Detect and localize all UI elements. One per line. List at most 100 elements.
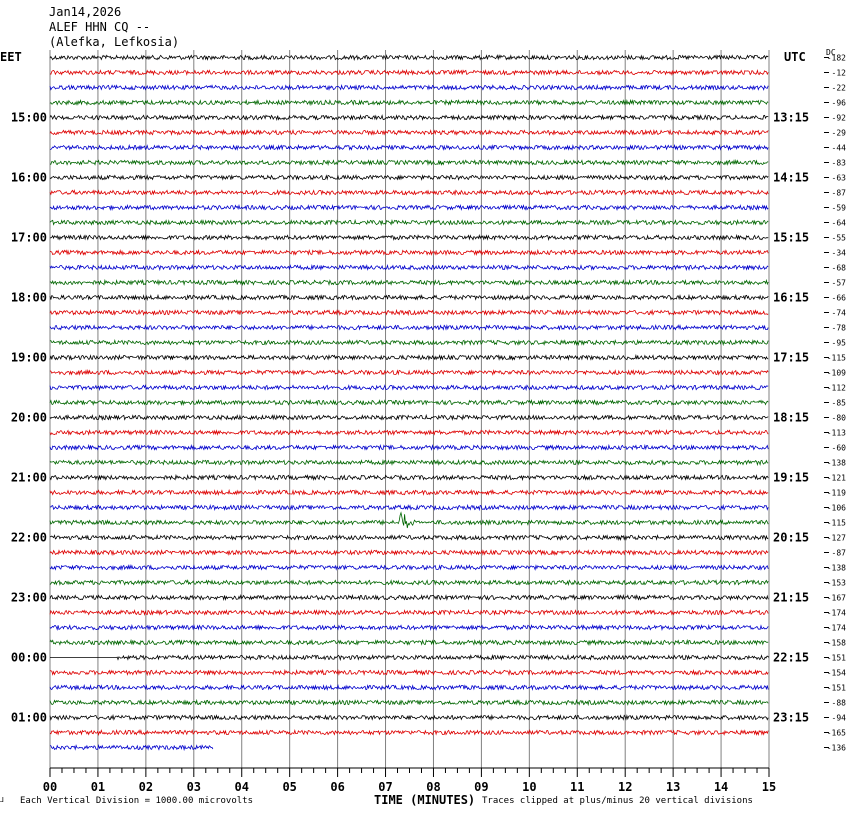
dc-offset-label: -115	[827, 354, 846, 363]
right-hour-label: 23:15	[773, 711, 809, 725]
dc-offset-label: -63	[832, 174, 847, 183]
trace-line	[49, 744, 214, 752]
dc-offset-label: -174	[827, 624, 846, 633]
dc-offset-label: -121	[827, 474, 846, 483]
dc-offset-label: -151	[827, 684, 846, 693]
left-hour-label: 20:00	[11, 411, 47, 425]
right-hour-label: 22:15	[773, 651, 809, 665]
dc-offset-label: -119	[827, 489, 846, 498]
station-label: ALEF HHN CQ --	[49, 20, 151, 34]
trace-line	[49, 128, 769, 136]
logo-mark: ⅃	[0, 796, 4, 804]
trace-line	[49, 68, 769, 77]
trace-line	[49, 263, 769, 272]
trace-line	[49, 203, 769, 212]
trace-line	[49, 248, 769, 257]
x-tick-label: 05	[282, 780, 296, 794]
dc-offset-label: -153	[827, 579, 846, 588]
dc-offset-label: -167	[827, 594, 846, 603]
right-hour-label: 19:15	[773, 471, 809, 485]
dc-offset-label: -34	[832, 249, 847, 258]
right-hour-label: 18:15	[773, 411, 809, 425]
trace-line	[49, 728, 769, 737]
trace-line	[49, 218, 769, 226]
trace-line	[49, 608, 769, 616]
left-hour-label: 22:00	[11, 531, 47, 545]
right-hour-label: 20:15	[773, 531, 809, 545]
trace-line	[49, 458, 769, 467]
dc-offset-label: -44	[832, 144, 847, 153]
right-timezone-label: UTC	[784, 50, 806, 64]
x-tick-label: 07	[378, 780, 392, 794]
left-hour-label: 21:00	[11, 471, 47, 485]
trace-line	[49, 398, 769, 407]
dc-offset-label: -136	[827, 744, 846, 753]
dc-offset-label: -59	[832, 204, 847, 213]
dc-header: DC	[826, 48, 836, 57]
left-hour-label: 01:00	[11, 711, 47, 725]
trace-line	[49, 278, 769, 287]
right-hour-label: 15:15	[773, 231, 809, 245]
right-hour-label: 14:15	[773, 171, 809, 185]
x-axis-title: TIME (MINUTES)	[374, 793, 476, 807]
dc-offset-label: -182	[827, 54, 846, 63]
trace-line	[49, 308, 769, 317]
dc-offset-label: -60	[832, 444, 847, 453]
trace-line	[49, 683, 769, 692]
dc-offset-label: -154	[827, 669, 846, 678]
left-hour-label: 16:00	[11, 171, 47, 185]
x-tick-label: 02	[139, 780, 153, 794]
clip-note: Traces clipped at plus/minus 20 vertical…	[482, 796, 753, 806]
left-hour-label: 18:00	[11, 291, 47, 305]
trace-line	[49, 339, 769, 347]
trace-line	[49, 113, 769, 122]
trace-line	[49, 293, 769, 302]
trace-line	[49, 548, 769, 557]
trace-line	[49, 593, 769, 602]
trace-line	[49, 413, 769, 421]
trace-line	[49, 174, 769, 182]
left-hour-label: 23:00	[11, 591, 47, 605]
x-tick-label: 15	[762, 780, 776, 794]
trace-line	[49, 353, 769, 362]
x-tick-label: 04	[235, 780, 249, 794]
trace-line	[50, 158, 769, 167]
left-timezone-label: EET	[0, 50, 22, 64]
date-label: Jan14,2026	[49, 5, 122, 19]
x-tick-label: 00	[43, 780, 57, 794]
right-hour-label: 16:15	[773, 291, 809, 305]
x-tick-label: 08	[426, 780, 440, 794]
x-tick-label: 03	[187, 780, 201, 794]
left-hour-label: 17:00	[11, 231, 47, 245]
dc-offset-label: -113	[827, 429, 846, 438]
dc-offset-label: -74	[832, 309, 847, 318]
dc-offset-label: -158	[827, 639, 846, 648]
trace-group	[49, 53, 770, 752]
trace-line	[49, 83, 769, 91]
left-hour-label: 15:00	[11, 111, 47, 125]
scale-note: Each Vertical Division = 1000.00 microvo…	[20, 796, 253, 806]
dc-offset-label: -22	[832, 84, 847, 93]
dc-offset-label: -87	[832, 549, 847, 558]
trace-line	[49, 624, 769, 631]
trace-line	[49, 698, 769, 707]
dc-offset-label: -112	[827, 384, 846, 393]
trace-line	[49, 384, 769, 392]
left-hour-label: 00:00	[11, 651, 47, 665]
dc-offset-label: -138	[827, 564, 846, 573]
dc-offset-label: -95	[832, 339, 847, 348]
trace-line	[49, 638, 769, 647]
location-label: (Alefka, Lefkosia)	[49, 35, 180, 49]
trace-line	[49, 143, 769, 151]
dc-offset-label: -109	[827, 369, 846, 378]
trace-line	[49, 473, 769, 482]
dc-offset-label: -80	[832, 414, 847, 423]
dc-offset-label: -165	[827, 729, 846, 738]
dc-offset-label: -127	[827, 534, 846, 543]
trace-line	[49, 511, 769, 529]
trace-line	[49, 323, 769, 332]
trace-line	[49, 369, 769, 376]
dc-offset-label: -66	[832, 294, 847, 303]
trace-line	[49, 503, 769, 512]
